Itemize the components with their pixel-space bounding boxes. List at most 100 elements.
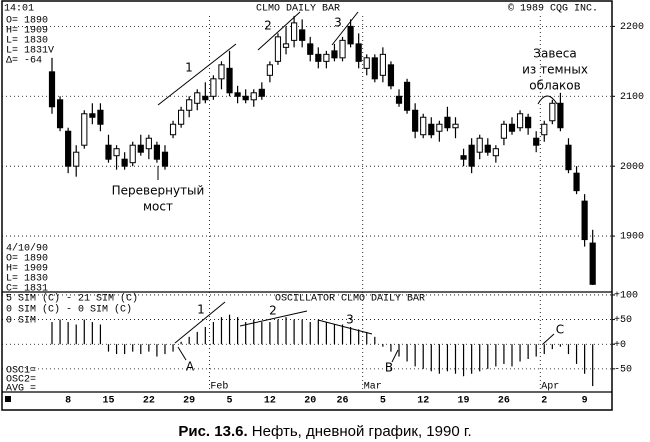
oscillator-bar bbox=[75, 324, 77, 345]
candle-body bbox=[291, 22, 298, 41]
candle-body bbox=[476, 137, 483, 153]
candle-body bbox=[186, 99, 193, 111]
candle-body bbox=[121, 158, 128, 167]
oscillator-bar bbox=[543, 344, 545, 355]
x-tick-label: 26 bbox=[337, 396, 349, 407]
oscillator-bar bbox=[140, 344, 142, 355]
oscillator-bar bbox=[51, 322, 53, 345]
oscillator-bar bbox=[592, 344, 594, 387]
oscillator-bar bbox=[172, 344, 174, 352]
candle-body bbox=[452, 123, 459, 129]
oscillator-bar bbox=[156, 344, 158, 357]
candle-body bbox=[242, 95, 249, 101]
oscillator-bar bbox=[382, 344, 384, 347]
readout: OSC2= bbox=[6, 375, 36, 386]
candle-body bbox=[363, 57, 370, 69]
candle-body bbox=[137, 144, 144, 153]
candle-body bbox=[484, 144, 491, 153]
oscillator-bar bbox=[406, 344, 408, 362]
candle-body bbox=[331, 50, 338, 59]
oscillator-bar bbox=[438, 344, 440, 374]
info-readout: L= 1830 bbox=[6, 274, 48, 285]
candle-body bbox=[153, 144, 161, 160]
oscillator-bar bbox=[567, 344, 570, 355]
oscillator-bar bbox=[446, 344, 449, 372]
candle-body bbox=[565, 144, 572, 171]
info-readout: O= 1890 bbox=[6, 254, 48, 265]
candle-body bbox=[194, 92, 201, 104]
oscillator-bar bbox=[358, 329, 360, 345]
oscillator-bar bbox=[107, 344, 110, 352]
annotation: облаков bbox=[529, 79, 580, 93]
oscillator-bar bbox=[349, 326, 352, 345]
oscillator-bar bbox=[325, 322, 327, 345]
oscillator-bar bbox=[527, 344, 529, 359]
oscillator-bar bbox=[503, 344, 505, 364]
oscillator-bar bbox=[261, 322, 263, 345]
candle-body bbox=[339, 39, 346, 59]
candle-body bbox=[387, 64, 395, 87]
candle-body bbox=[403, 81, 411, 111]
oscillator-bar bbox=[535, 344, 537, 357]
legend-entry: 0 SIM (C) - 0 SIM (C) bbox=[6, 304, 132, 316]
x-tick-label: 20 bbox=[304, 396, 316, 407]
oscillator-bar bbox=[91, 322, 93, 345]
oscillator-bar bbox=[479, 344, 481, 372]
x-tick-label: 5 bbox=[227, 396, 233, 407]
oscillator-bar bbox=[422, 344, 424, 369]
annotation: 1 bbox=[197, 303, 205, 317]
annotation: мост bbox=[143, 200, 173, 214]
candle-body bbox=[508, 123, 516, 132]
frame bbox=[1, 0, 613, 411]
y-tick-label: +100 bbox=[614, 291, 638, 302]
legend-entry: 5 SIM (C) - 21 SIM (C) bbox=[6, 293, 138, 305]
annotation: 2 bbox=[269, 304, 277, 318]
oscillator-bar bbox=[164, 344, 166, 355]
candle-body bbox=[234, 92, 241, 97]
x-tick-label: 19 bbox=[458, 396, 470, 407]
annotation: 1 bbox=[185, 61, 193, 75]
oscillator-bar bbox=[220, 317, 223, 345]
legend-entry: 0 SIM bbox=[6, 316, 36, 327]
candle-body bbox=[65, 130, 72, 167]
oscillator-bar bbox=[341, 324, 344, 345]
candle-body bbox=[129, 144, 136, 164]
candle-body bbox=[89, 113, 96, 118]
candle-body bbox=[258, 88, 265, 97]
oscillator-bar bbox=[245, 322, 247, 345]
month-label: Feb bbox=[210, 381, 228, 393]
oscillator-bar bbox=[212, 322, 214, 345]
annotation-lines bbox=[157, 11, 558, 363]
caption: Рис. 13.6. Нефть, дневной график, 1990 г… bbox=[178, 423, 471, 440]
oscillator-bar bbox=[148, 344, 150, 352]
x-tick-label: 15 bbox=[102, 396, 114, 407]
info-readout: Δ= -64 bbox=[6, 56, 42, 67]
info-readout: H= 1909 bbox=[6, 26, 48, 37]
oscillator-bar bbox=[83, 319, 85, 345]
info-readout: L= 1831V bbox=[6, 46, 54, 57]
oscillator-bar bbox=[124, 344, 126, 355]
x-tick-label: 5 bbox=[380, 396, 386, 407]
info-readout: 4/10/90 bbox=[6, 243, 48, 255]
candle-body bbox=[549, 102, 556, 122]
candle-body bbox=[97, 109, 104, 125]
corner-marker bbox=[5, 396, 11, 402]
candle-body bbox=[307, 43, 314, 55]
candle-body bbox=[250, 92, 257, 101]
candle-body bbox=[73, 151, 80, 167]
y-tick-label: 2000 bbox=[620, 162, 644, 173]
candle-body bbox=[145, 137, 152, 150]
oscillator-bar bbox=[495, 344, 497, 367]
candle-body bbox=[581, 200, 588, 241]
candle-body bbox=[282, 43, 290, 48]
info-readout: H= 1909 bbox=[6, 264, 48, 275]
oscillator-bar bbox=[285, 317, 287, 345]
candle-body bbox=[589, 242, 596, 285]
candle-body bbox=[541, 123, 548, 136]
oscillator-bar bbox=[293, 319, 295, 345]
readout: OSC1= bbox=[6, 366, 36, 377]
candle-body bbox=[274, 36, 282, 62]
annotation: 3 bbox=[346, 313, 354, 327]
candle-body bbox=[500, 123, 508, 139]
